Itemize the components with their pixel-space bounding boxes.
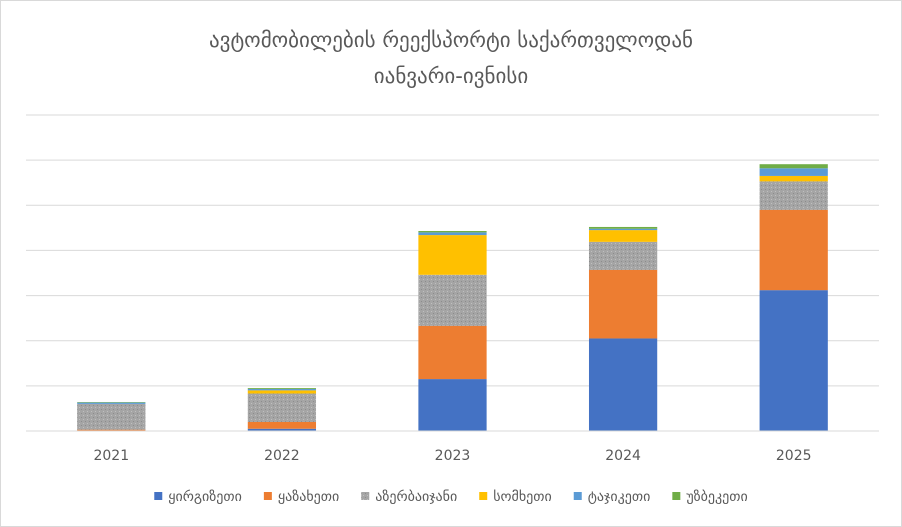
legend-swatch [573,492,582,500]
x-tick-label: 2023 [435,448,471,464]
legend-label: უზბეკეთი [686,489,747,505]
legend-label: სომხეთი [493,489,552,505]
legend-label: ყირგიზეთი [168,488,242,505]
legend-swatch [154,492,163,500]
bar-segment [759,168,828,176]
bar-segment [247,390,317,394]
bar-segment [77,402,146,403]
chart-title: ავტომობილების რეექსპორტი საქართველოდან [209,28,693,52]
bar-segment [759,209,828,291]
bar-segment [418,235,487,275]
bar-segment [588,226,658,229]
bar-segment [759,175,828,182]
legend-swatch [672,492,681,500]
bar-segment [418,231,487,233]
bar-segment [759,164,828,169]
bar-segment [759,181,828,210]
legend-label: ყაზახეთი [278,489,339,505]
bar-segment [418,232,487,236]
bar-segment [588,241,658,270]
bar-segment [418,274,487,326]
bar-segment [77,429,146,431]
bar-segment [247,388,317,390]
legend-label: ტაჯიკეთი [588,489,651,505]
x-tick-label: 2025 [776,448,812,464]
bars [77,164,828,431]
bar-segment [759,290,828,431]
legend: ყირგიზეთი ყაზახეთი აზერბაიჯანი სომხეთი ტაჯიკ… [154,488,748,505]
x-tick-label: 2022 [264,448,300,464]
legend-swatch [263,492,272,500]
x-tick-label: 2021 [93,448,129,464]
bar-segment [247,389,317,391]
bar-segment [418,379,487,431]
bar-segment [247,393,317,422]
x-tick-label: 2024 [605,448,641,464]
legend-label: აზერბაიჯანი [375,488,457,505]
bar-segment [77,402,146,404]
chart-subtitle: იანვარი-ივნისი [374,64,528,88]
bar-segment [588,338,658,431]
bar-segment [418,325,487,380]
bar-segment [247,428,317,431]
bar-segment [77,403,146,430]
bar-segment [247,421,317,429]
legend-swatch [361,492,370,500]
legend-swatch [479,492,488,500]
x-tick-labels: 2021 2022 2023 2024 2025 [93,448,811,464]
bar-segment [588,228,658,231]
bar-segment [588,269,658,339]
bar-segment [588,230,658,242]
